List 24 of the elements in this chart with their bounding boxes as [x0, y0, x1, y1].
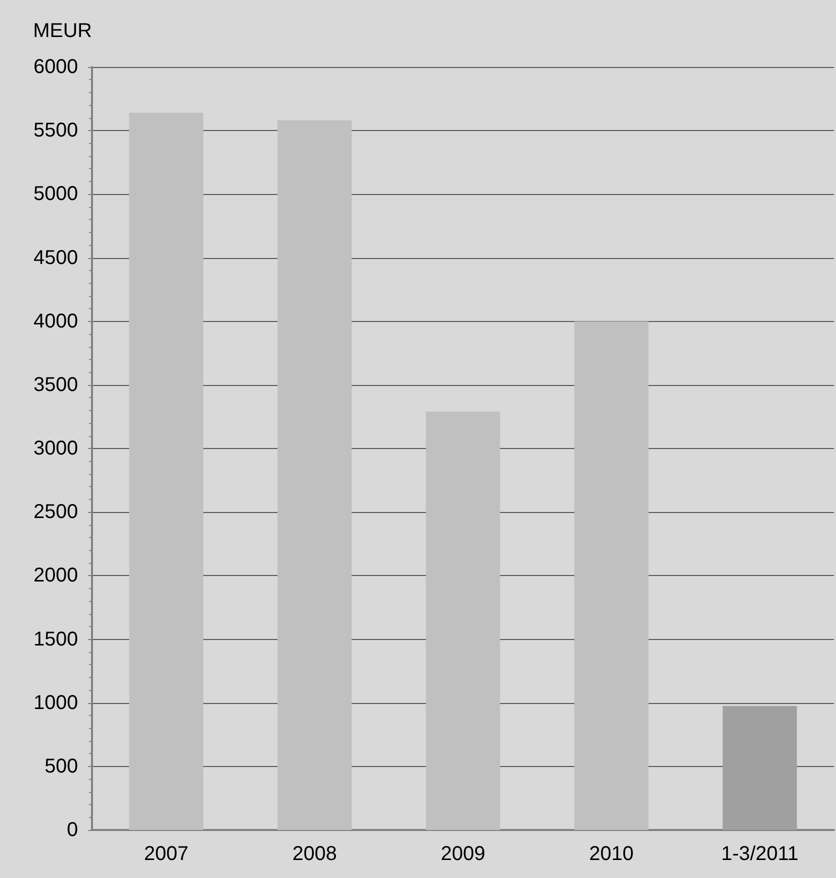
y-tick-label: 3500: [34, 374, 78, 396]
y-tick-label: 6000: [34, 56, 78, 78]
x-tick-label: 2007: [144, 843, 188, 865]
y-tick-label: 3000: [34, 438, 78, 460]
bar: [278, 120, 352, 830]
y-tick-label: 5000: [34, 183, 78, 206]
x-tick-label: 2008: [292, 843, 337, 865]
y-tick-label: 5500: [34, 120, 78, 142]
bar: [129, 112, 204, 830]
y-tick-label: 4500: [34, 246, 78, 269]
y-tick-label: 1000: [34, 692, 78, 714]
y-axis-title: MEUR: [33, 20, 92, 42]
y-tick-label: 1500: [34, 628, 78, 650]
x-tick-label: 2009: [440, 843, 486, 865]
bar: [574, 321, 648, 830]
x-tick-label: 2010: [589, 843, 634, 865]
x-tick-label: 1-3/2011: [721, 843, 799, 865]
bar: [426, 412, 500, 830]
y-tick-label: 2000: [34, 564, 78, 587]
y-tick-label: 500: [44, 755, 78, 778]
y-tick-label: 2500: [34, 501, 78, 524]
y-tick-label: 4000: [34, 310, 78, 332]
y-tick-label: 0: [66, 819, 78, 841]
bar: [722, 706, 797, 830]
